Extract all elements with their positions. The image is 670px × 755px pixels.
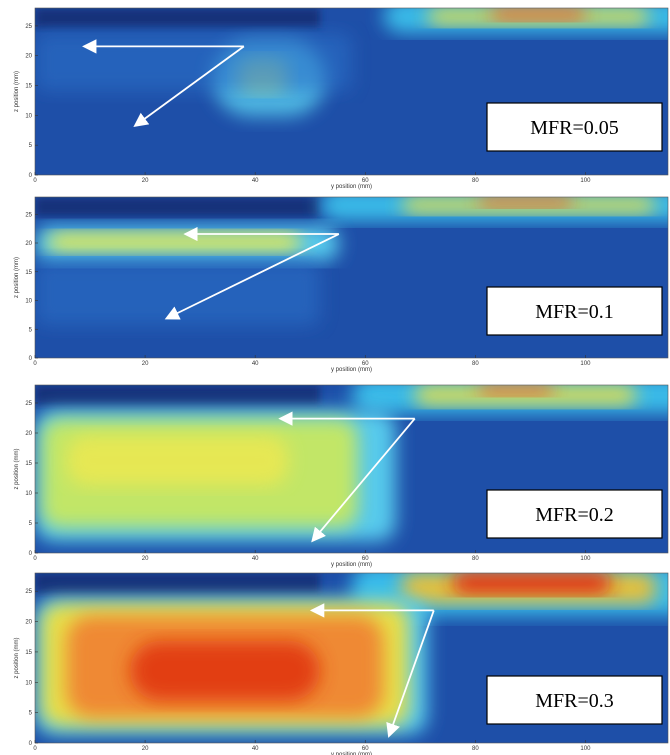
y-tick-label: 20 xyxy=(25,241,32,247)
x-axis-label: y position (mm) xyxy=(331,184,372,190)
dark-region xyxy=(35,573,320,593)
y-tick-label: 25 xyxy=(25,401,32,407)
y-tick-label: 5 xyxy=(29,711,33,717)
x-tick-label: 80 xyxy=(472,746,479,752)
y-tick-label: 25 xyxy=(25,212,32,218)
y-axis-label: z position (mm) xyxy=(14,448,20,489)
x-tick-label: 20 xyxy=(142,361,149,367)
y-tick-label: 10 xyxy=(25,113,32,119)
intensity-blob xyxy=(478,197,573,207)
y-tick-label: 15 xyxy=(25,650,32,656)
x-tick-label: 100 xyxy=(580,361,591,367)
x-axis-label: y position (mm) xyxy=(331,562,372,568)
figure: 0204060801000510152025y position (mm)z p… xyxy=(0,0,670,755)
y-tick-label: 10 xyxy=(25,491,32,497)
intensity-blob xyxy=(67,435,289,485)
x-tick-label: 80 xyxy=(472,178,479,184)
intensity-blob xyxy=(48,232,301,251)
intensity-blob xyxy=(35,261,320,325)
x-axis-label: y position (mm) xyxy=(331,367,372,373)
x-tick-label: 20 xyxy=(142,556,149,562)
x-tick-label: 100 xyxy=(580,178,591,184)
y-axis-label: z position (mm) xyxy=(14,637,20,678)
x-tick-label: 20 xyxy=(142,178,149,184)
mfr-label: MFR=0.05 xyxy=(530,117,619,139)
x-tick-label: 40 xyxy=(252,556,259,562)
x-tick-label: 100 xyxy=(580,556,591,562)
dark-region xyxy=(35,8,320,28)
y-tick-label: 15 xyxy=(25,270,32,276)
y-axis-label: z position (mm) xyxy=(14,71,20,112)
y-tick-label: 15 xyxy=(25,461,32,467)
dark-region xyxy=(35,385,320,405)
y-tick-label: 20 xyxy=(25,54,32,60)
intensity-blob xyxy=(491,8,586,20)
x-tick-label: 40 xyxy=(252,746,259,752)
y-tick-label: 0 xyxy=(29,551,33,557)
y-tick-label: 5 xyxy=(29,521,33,527)
x-tick-label: 80 xyxy=(472,361,479,367)
y-axis-label: z position (mm) xyxy=(14,257,20,298)
y-tick-label: 20 xyxy=(25,620,32,626)
x-tick-label: 0 xyxy=(33,178,37,184)
y-tick-label: 25 xyxy=(25,24,32,30)
x-tick-label: 0 xyxy=(33,361,37,367)
x-tick-label: 80 xyxy=(472,556,479,562)
mfr-label: MFR=0.2 xyxy=(535,504,614,526)
y-tick-label: 10 xyxy=(25,680,32,686)
y-tick-label: 5 xyxy=(29,327,33,333)
y-tick-label: 0 xyxy=(29,356,33,362)
dark-region xyxy=(35,197,320,216)
y-tick-label: 0 xyxy=(29,741,33,747)
mfr-label: MFR=0.3 xyxy=(535,690,614,712)
x-tick-label: 40 xyxy=(252,361,259,367)
intensity-blob xyxy=(453,573,611,593)
y-tick-label: 25 xyxy=(25,589,32,595)
x-tick-label: 20 xyxy=(142,746,149,752)
x-tick-label: 0 xyxy=(33,556,37,562)
x-tick-label: 40 xyxy=(252,178,259,184)
x-tick-label: 100 xyxy=(580,746,591,752)
y-tick-label: 5 xyxy=(29,143,33,149)
mfr-label: MFR=0.1 xyxy=(535,301,614,323)
intensity-blob xyxy=(478,385,554,395)
y-tick-label: 0 xyxy=(29,173,33,179)
intensity-blob xyxy=(130,641,320,701)
y-tick-label: 15 xyxy=(25,84,32,90)
y-tick-label: 20 xyxy=(25,431,32,437)
x-tick-label: 0 xyxy=(33,746,37,752)
y-tick-label: 10 xyxy=(25,299,32,305)
